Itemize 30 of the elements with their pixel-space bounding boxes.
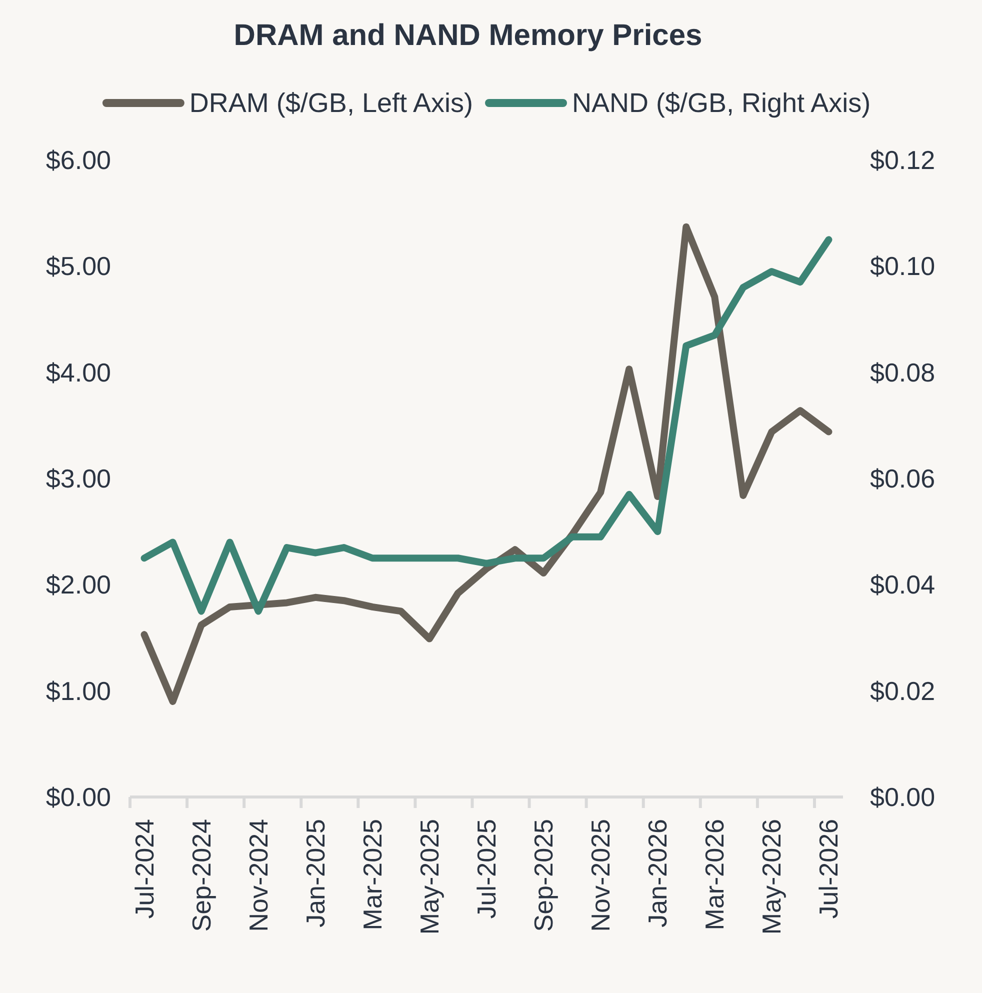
- x-tick-label: May-2026: [756, 819, 787, 935]
- y2-tick-label: $0.00: [870, 782, 936, 812]
- y-tick-label: $3.00: [46, 464, 111, 494]
- x-tick-label: Jan-2026: [642, 819, 673, 928]
- x-tick-label: Jul-2024: [129, 819, 160, 919]
- x-tick-label: Mar-2025: [357, 819, 388, 930]
- y-tick-label: $1.00: [46, 676, 111, 706]
- x-tick-label: Sep-2025: [528, 819, 559, 932]
- y-tick-label: $4.00: [46, 357, 111, 388]
- x-tick-label: Jul-2026: [814, 819, 844, 919]
- x-tick-label: Sep-2024: [186, 819, 216, 932]
- x-tick-label: Jul-2025: [472, 819, 502, 919]
- y2-tick-label: $0.06: [870, 464, 936, 494]
- y-tick-label: $2.00: [46, 570, 111, 600]
- y2-tick-label: $0.10: [870, 251, 936, 282]
- legend-label: DRAM ($/GB, Left Axis): [189, 88, 473, 118]
- y2-tick-label: $0.04: [870, 570, 936, 600]
- y-tick-label: $6.00: [46, 145, 111, 175]
- y2-tick-label: $0.08: [870, 357, 936, 388]
- y2-tick-label: $0.12: [870, 145, 936, 175]
- chart-title: DRAM and NAND Memory Prices: [234, 18, 702, 52]
- x-tick-label: May-2025: [414, 819, 444, 935]
- x-tick-label: Jan-2025: [300, 819, 330, 928]
- legend-label: NAND ($/GB, Right Axis): [572, 88, 871, 118]
- y-tick-label: $5.00: [46, 251, 111, 282]
- x-tick-label: Nov-2024: [243, 819, 274, 932]
- y2-tick-label: $0.02: [870, 676, 936, 706]
- x-tick-label: Mar-2026: [700, 819, 730, 930]
- y-tick-label: $0.00: [46, 782, 111, 812]
- x-tick-label: Nov-2025: [586, 819, 616, 932]
